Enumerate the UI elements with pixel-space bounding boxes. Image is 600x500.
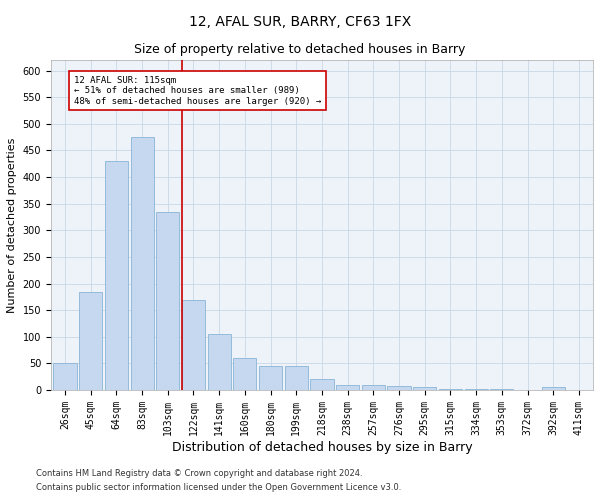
Bar xyxy=(542,388,565,390)
Bar xyxy=(131,137,154,390)
Bar xyxy=(105,161,128,390)
Bar xyxy=(439,389,462,390)
Text: 12 AFAL SUR: 115sqm
← 51% of detached houses are smaller (989)
48% of semi-detac: 12 AFAL SUR: 115sqm ← 51% of detached ho… xyxy=(74,76,321,106)
Bar xyxy=(388,386,410,390)
Text: Size of property relative to detached houses in Barry: Size of property relative to detached ho… xyxy=(134,42,466,56)
Bar xyxy=(336,384,359,390)
Text: Contains HM Land Registry data © Crown copyright and database right 2024.: Contains HM Land Registry data © Crown c… xyxy=(36,468,362,477)
Y-axis label: Number of detached properties: Number of detached properties xyxy=(7,138,17,312)
Bar xyxy=(79,292,102,390)
Bar xyxy=(310,380,334,390)
Text: Contains public sector information licensed under the Open Government Licence v3: Contains public sector information licen… xyxy=(36,484,401,492)
Bar xyxy=(413,388,436,390)
Bar xyxy=(182,300,205,390)
Bar xyxy=(362,384,385,390)
Bar xyxy=(233,358,256,390)
Bar xyxy=(259,366,282,390)
Bar xyxy=(156,212,179,390)
Text: 12, AFAL SUR, BARRY, CF63 1FX: 12, AFAL SUR, BARRY, CF63 1FX xyxy=(189,15,411,29)
X-axis label: Distribution of detached houses by size in Barry: Distribution of detached houses by size … xyxy=(172,440,472,454)
Bar xyxy=(208,334,231,390)
Bar xyxy=(53,364,77,390)
Bar xyxy=(284,366,308,390)
